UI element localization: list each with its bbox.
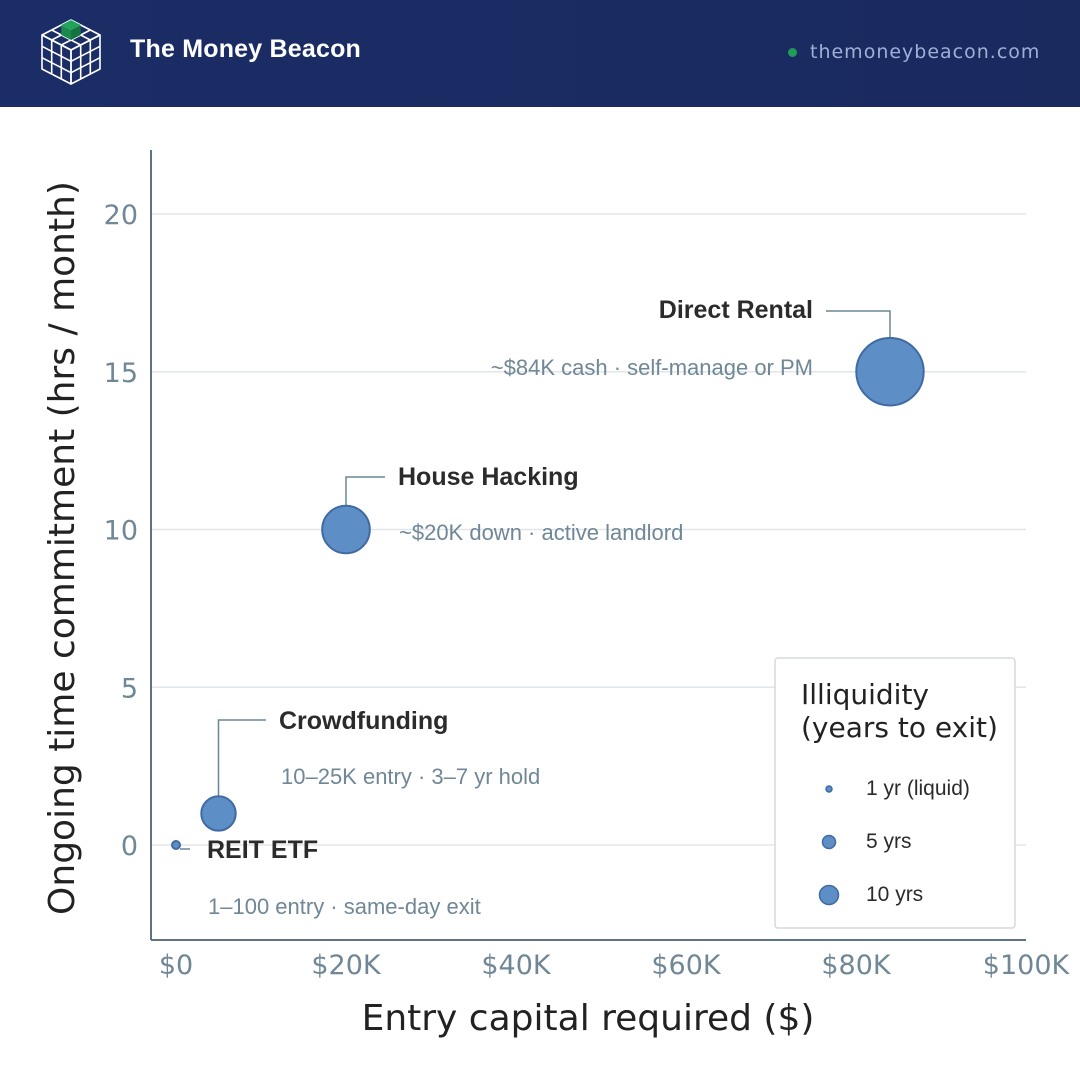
- x-tick-label: $80K: [821, 950, 892, 981]
- bubble-point: [200, 795, 237, 832]
- x-tick-label: $60K: [651, 950, 722, 981]
- bubble-point: [321, 504, 371, 555]
- point-note-label: 1–100 entry · same-day exit: [208, 894, 481, 919]
- cube-logo-icon: [41, 19, 101, 85]
- x-tick-label: $40K: [481, 950, 552, 981]
- legend-title-line2: (years to exit): [801, 711, 998, 744]
- y-tick-label: 10: [104, 516, 138, 547]
- callout-leader-line: [217, 719, 266, 797]
- brand-url-link[interactable]: themoneybeacon.com: [810, 41, 1041, 63]
- legend-box: [774, 657, 1016, 929]
- axes: [150, 150, 1026, 941]
- legend-swatch: [821, 834, 837, 850]
- point-note-label: ~$84K cash · self-manage or PM: [491, 355, 813, 380]
- point-note-label: ~$20K down · active landlord: [399, 520, 683, 545]
- status-dot-icon: [788, 48, 797, 57]
- bubbles: [171, 337, 925, 850]
- y-tick-label: 5: [121, 673, 138, 704]
- legend-entry-label: 5 yrs: [866, 830, 912, 853]
- brand-name: The Money Beacon: [130, 35, 362, 63]
- callout-leader-line: [345, 476, 385, 506]
- callout-leaders: [180, 310, 891, 850]
- tick-labels: 0 5 10 15 20 $0 $20K $40K $60K $80K $100K: [104, 200, 1071, 981]
- bubble-point: [171, 840, 181, 850]
- y-axis-title: Ongoing time commitment (hrs / month): [42, 181, 83, 915]
- legend: Illiquidity (years to exit) 1 yr (liquid…: [774, 657, 1016, 929]
- x-tick-label: $20K: [311, 950, 382, 981]
- legend-swatch: [825, 785, 833, 793]
- legend-entry-label: 10 yrs: [866, 883, 923, 906]
- y-tick-label: 15: [104, 358, 138, 389]
- legend-swatch: [818, 884, 840, 906]
- legend-title-line1: Illiquidity: [801, 678, 929, 711]
- y-tick-label: 20: [104, 200, 138, 231]
- x-tick-label: $0: [159, 950, 193, 981]
- y-tick-label: 0: [121, 831, 138, 862]
- callout-leader-line: [826, 310, 891, 339]
- x-axis-title: Entry capital required ($): [362, 998, 815, 1039]
- point-labels: REIT ETF 1–100 entry · same-day exit Crowd…: [207, 296, 813, 919]
- point-name-label: Direct Rental: [659, 296, 813, 324]
- legend-entry-label: 1 yr (liquid): [866, 777, 970, 800]
- point-name-label: House Hacking: [398, 463, 579, 491]
- bubble-point: [855, 337, 925, 407]
- x-tick-label: $100K: [983, 950, 1071, 981]
- header-bar: The Money Beacon themoneybeacon.com: [0, 0, 1080, 107]
- point-name-label: Crowdfunding: [279, 707, 448, 735]
- point-name-label: REIT ETF: [207, 836, 318, 864]
- point-note-label: 10–25K entry · 3–7 yr hold: [281, 764, 540, 789]
